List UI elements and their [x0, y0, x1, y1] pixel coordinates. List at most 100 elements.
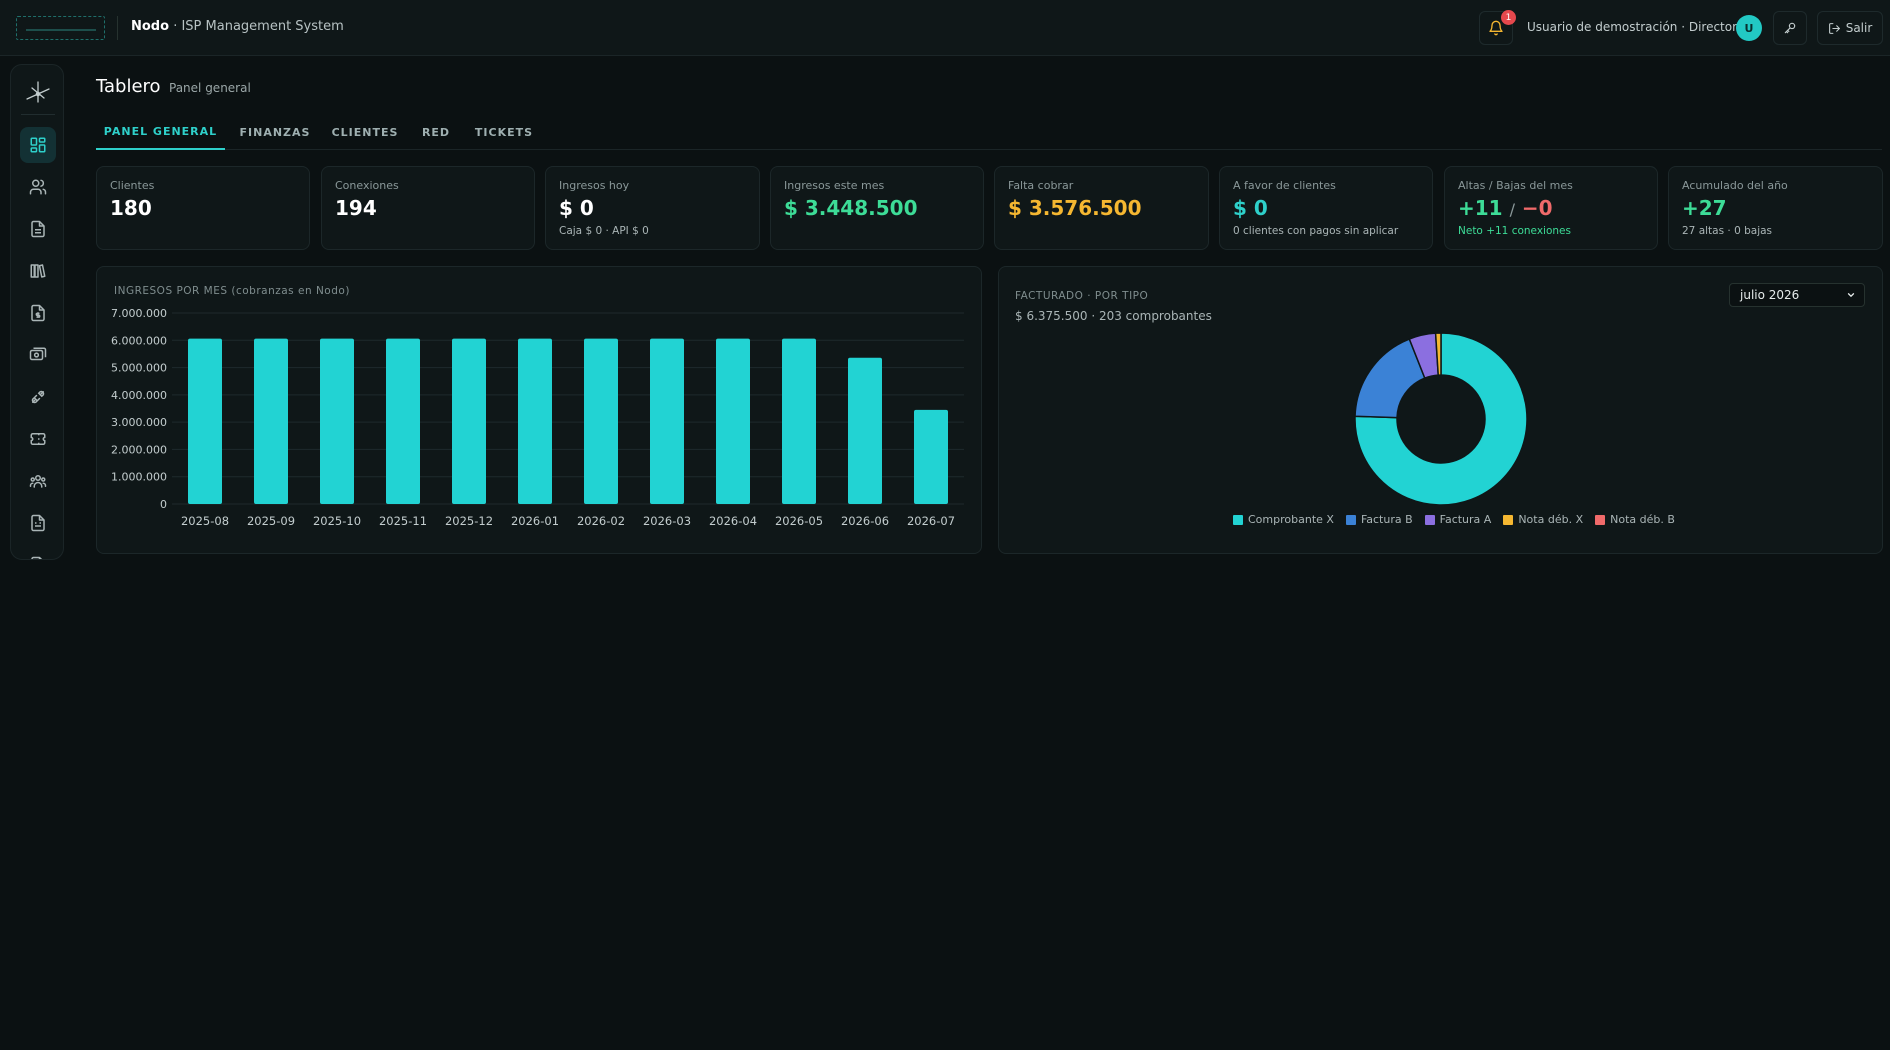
month-select-value: julio 2026 [1740, 288, 1800, 302]
pie-slice[interactable] [1434, 332, 1442, 376]
page-subtitle: Panel general [169, 81, 251, 95]
change-password-button[interactable] [1773, 11, 1807, 45]
bar[interactable] [452, 338, 486, 504]
notifications-button[interactable]: 1 [1479, 10, 1516, 45]
sidebar-item-network[interactable] [20, 379, 56, 415]
sidebar-item-files[interactable] [20, 547, 56, 559]
legend-item[interactable]: Factura A [1424, 513, 1492, 526]
chart-title: INGRESOS POR MES (cobranzas en Nodo) [114, 285, 350, 297]
file-icon [31, 556, 43, 559]
bar[interactable] [386, 338, 420, 504]
sidebar-item-reports[interactable] [20, 505, 56, 541]
facturado-chart-panel: FACTURADO · POR TIPO $ 6.375.500 · 203 c… [998, 266, 1883, 554]
chevron-down-icon [1847, 293, 1855, 298]
bar[interactable] [650, 338, 684, 504]
stat-card-falta-cobrar[interactable]: Falta cobrar $ 3.576.500 [994, 166, 1209, 250]
legend-item[interactable]: Nota déb. B [1595, 513, 1675, 526]
bell-icon [1489, 20, 1503, 36]
legend-label: Nota déb. B [1610, 513, 1675, 526]
brand-name: Nodo [131, 19, 170, 34]
sidebar-item-library[interactable] [20, 253, 56, 289]
stat-card-ingresos-mes[interactable]: Ingresos este mes $ 3.448.500 [770, 166, 984, 250]
tab-red[interactable]: RED [421, 125, 451, 139]
stat-value: 194 [335, 196, 377, 220]
bar[interactable] [188, 338, 222, 504]
stat-label: Clientes [110, 179, 155, 192]
bar[interactable] [848, 357, 882, 504]
donut-legend: Comprobante X Factura B Factura A Nota déb.… [1233, 513, 1675, 526]
y-tick-label: 4.000.000 [111, 389, 167, 402]
stat-value: $ 3.576.500 [1008, 196, 1142, 220]
legend-swatch [1424, 514, 1435, 525]
sidebar-item-payments[interactable] [20, 337, 56, 373]
logout-label: Salir [1845, 21, 1873, 35]
stat-card-conexiones[interactable]: Conexiones 194 [321, 166, 535, 250]
bar[interactable] [914, 409, 948, 504]
bar[interactable] [254, 338, 288, 504]
sidebar-item-clients[interactable] [20, 169, 56, 205]
sidebar-item-dashboard[interactable] [20, 127, 56, 163]
bajas-value: −0 [1521, 196, 1553, 220]
stat-card-a-favor[interactable]: A favor de clientes $ 0 0 clientes con p… [1219, 166, 1433, 250]
stat-value: 180 [110, 196, 152, 220]
stat-label: Falta cobrar [1008, 179, 1074, 192]
bar[interactable] [584, 338, 618, 504]
stat-label: Ingresos este mes [784, 179, 885, 192]
x-tick-label: 2026-06 [841, 514, 889, 528]
notification-badge: 1 [1501, 10, 1516, 25]
facturado-summary: $ 6.375.500 · 203 comprobantes [1015, 309, 1212, 323]
stat-subtext: 0 clientes con pagos sin aplicar [1233, 225, 1399, 237]
avatar[interactable]: U [1736, 15, 1762, 41]
month-select[interactable]: julio 2026 [1729, 283, 1865, 307]
legend-swatch [1595, 514, 1606, 525]
stat-card-altas-bajas[interactable]: Altas / Bajas del mes +11 / −0 Neto +11 … [1444, 166, 1658, 250]
donut-chart [1354, 332, 1528, 506]
legend-label: Factura A [1439, 513, 1492, 526]
legend-item[interactable]: Comprobante X [1233, 513, 1334, 526]
bar[interactable] [320, 338, 354, 504]
pie-slice[interactable] [1354, 332, 1528, 506]
dashboard-icon [30, 137, 46, 153]
bar[interactable] [716, 338, 750, 504]
altas-value: +11 [1458, 196, 1503, 220]
sidebar-item-documents[interactable] [20, 211, 56, 247]
bar-chart: 0 1.000.000 2.000.000 3.000.000 4.000.000 5.0… [111, 307, 964, 528]
sidebar [10, 64, 64, 560]
tab-panel-general[interactable]: PANEL GENERAL [96, 114, 225, 150]
bar[interactable] [782, 338, 816, 504]
company-logo[interactable] [16, 16, 105, 40]
top-bar: Nodo · ISP Management System 1 Usuario d… [0, 0, 1890, 56]
bar[interactable] [518, 338, 552, 504]
y-tick-label: 5.000.000 [111, 362, 167, 375]
stat-subtext: Neto +11 conexiones [1458, 225, 1571, 237]
ticket-icon [30, 433, 46, 445]
stat-label: Altas / Bajas del mes [1458, 179, 1573, 192]
x-tick-label: 2025-11 [379, 514, 427, 528]
stat-value: $ 0 [1233, 196, 1268, 220]
legend-swatch [1503, 514, 1514, 525]
tab-tickets[interactable]: TICKETS [474, 125, 534, 139]
y-tick-label: 3.000.000 [111, 416, 167, 429]
stat-value: +27 [1682, 196, 1727, 220]
stat-card-acumulado[interactable]: Acumulado del año +27 27 altas · 0 bajas [1668, 166, 1883, 250]
sidebar-item-team[interactable] [20, 463, 56, 499]
stat-value: +11 / −0 [1458, 196, 1644, 220]
logout-icon [1828, 22, 1840, 34]
y-tick-label: 2.000.000 [111, 443, 167, 456]
stat-value: $ 3.448.500 [784, 196, 918, 220]
legend-item[interactable]: Factura B [1345, 513, 1413, 526]
x-tick-label: 2026-03 [643, 514, 691, 528]
tab-clientes[interactable]: CLIENTES [331, 125, 399, 139]
invoice-icon [31, 304, 45, 322]
legend-item[interactable]: Nota déb. X [1503, 513, 1583, 526]
stat-card-clientes[interactable]: Clientes 180 [96, 166, 310, 250]
user-label: Usuario de demostración · Director [1527, 20, 1738, 34]
sidebar-item-invoices[interactable] [20, 295, 56, 331]
logout-button[interactable]: Salir [1817, 11, 1883, 45]
app-logo-icon [26, 81, 50, 103]
sidebar-item-tickets[interactable] [20, 421, 56, 457]
stat-card-ingresos-hoy[interactable]: Ingresos hoy $ 0 Caja $ 0 · API $ 0 [545, 166, 760, 250]
tab-finanzas[interactable]: FINANZAS [239, 125, 311, 139]
stat-subtext: 27 altas · 0 bajas [1682, 225, 1773, 237]
chart-title: FACTURADO · POR TIPO [1015, 290, 1149, 302]
